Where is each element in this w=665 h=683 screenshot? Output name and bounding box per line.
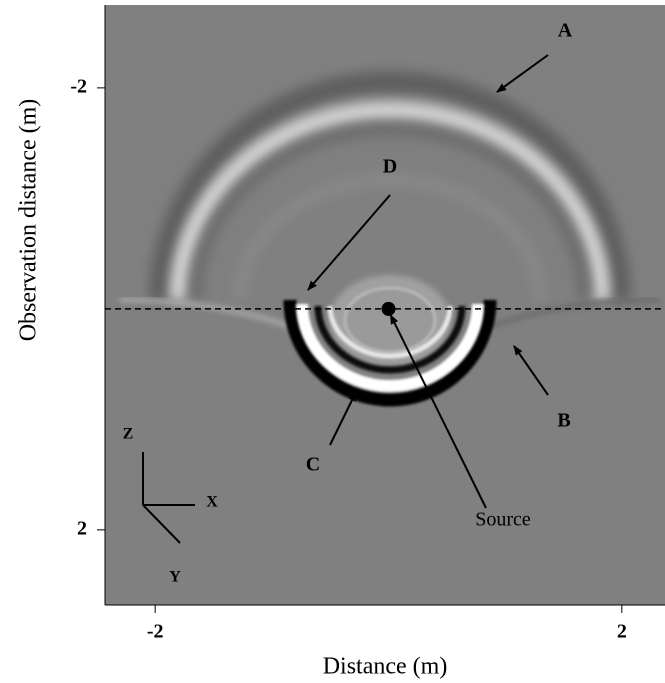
annotation-arrow <box>329 391 357 446</box>
coordinate-axis-label: X <box>206 494 218 511</box>
coordinate-axis-label: Z <box>123 426 134 443</box>
x-tick-label: -2 <box>147 621 164 643</box>
annotation-arrow <box>307 194 391 291</box>
coordinate-axes-icon <box>142 452 195 544</box>
y-axis-label: Observation distance (m) <box>16 99 42 342</box>
annotation-label: C <box>306 454 320 476</box>
wavefield <box>105 5 665 605</box>
source-label: Source <box>475 509 531 531</box>
coordinate-axis-label: Y <box>169 569 181 586</box>
y-tick-label: 2 <box>77 517 87 539</box>
x-tick-label: 2 <box>617 621 627 643</box>
x-axis-label: Distance (m) <box>323 654 448 680</box>
source-arrow <box>389 313 487 509</box>
annotation-label: B <box>557 410 570 432</box>
y-tick-label: -2 <box>70 75 87 97</box>
annotation-arrow <box>496 54 549 93</box>
annotation-label: A <box>558 20 573 42</box>
annotation-arrow <box>513 345 549 396</box>
source-point <box>381 301 396 316</box>
annotation-label: D <box>383 156 397 178</box>
